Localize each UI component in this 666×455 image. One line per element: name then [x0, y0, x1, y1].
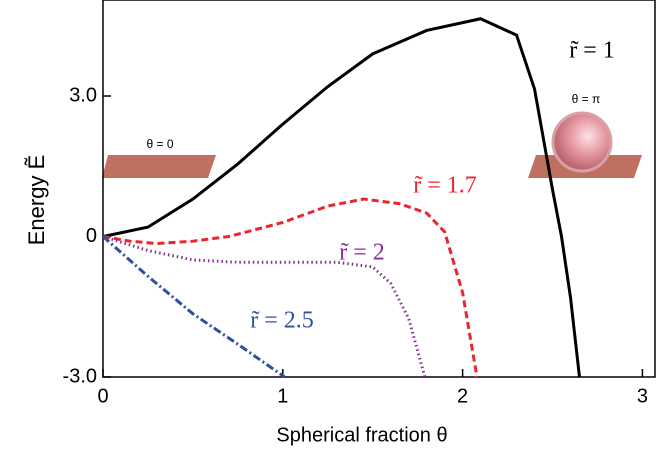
series-label: r̃ = 2.5 [250, 308, 314, 334]
sphere [553, 113, 611, 171]
series-line [103, 199, 477, 377]
chart: Spherical fraction θ Energy Ẽ 0123-3.003… [0, 0, 666, 450]
series-line [103, 19, 579, 377]
x-tick-label: 1 [277, 385, 288, 407]
series-label: r̃ = 2 [339, 240, 385, 266]
y-tick-label: 0 [86, 225, 97, 247]
y-tick-label: 3.0 [69, 84, 97, 106]
y-tick-label: -3.0 [63, 365, 97, 387]
series-label: r̃ = 1 [569, 38, 615, 64]
x-tick-label: 3 [637, 385, 648, 407]
y-axis-label: Energy Ẽ [24, 155, 49, 246]
series-label: r̃ = 1.7 [413, 173, 477, 199]
flat-slab [102, 155, 216, 178]
annotation: θ = 0 [146, 137, 173, 151]
annotation: θ = π [572, 92, 601, 106]
x-axis-label: Spherical fraction θ [276, 424, 447, 446]
x-tick-label: 2 [457, 385, 468, 407]
x-tick-label: 0 [97, 385, 108, 407]
